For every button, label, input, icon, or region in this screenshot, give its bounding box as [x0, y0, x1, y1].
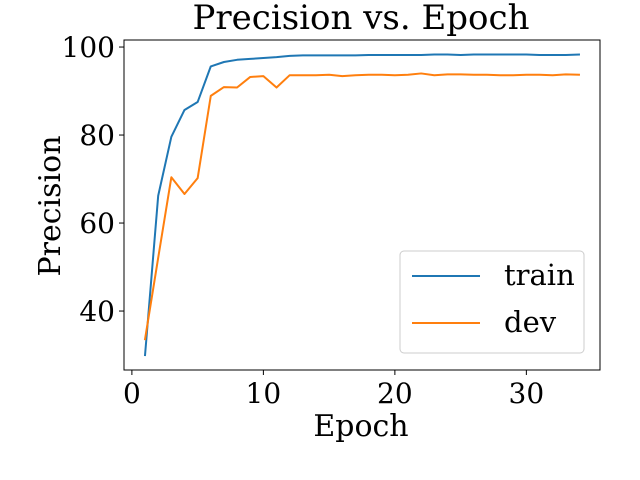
series-line-dev	[143, 72, 580, 341]
y-tick-label-80: 80	[79, 119, 115, 152]
legend: train dev	[399, 250, 585, 354]
plot-area: 0 10 20 30 40 60 80 100	[62, 31, 601, 410]
y-tick-label-100: 100	[62, 31, 115, 64]
x-tick-label-20: 20	[377, 377, 413, 410]
axes-frame	[123, 39, 601, 371]
legend-label-train: train	[504, 258, 575, 292]
x-tick-label-0: 0	[123, 377, 141, 410]
x-tick-label-30: 30	[509, 377, 545, 410]
series-line-train	[143, 53, 580, 357]
legend-label-dev: dev	[504, 305, 557, 339]
chart-title: Precision vs. Epoch	[193, 0, 530, 38]
y-axis-label: Precision	[33, 135, 68, 276]
x-tick-label-10: 10	[246, 377, 282, 410]
y-tick-label-60: 60	[79, 207, 115, 240]
y-tick-label-40: 40	[79, 295, 115, 328]
x-axis-label: Epoch	[313, 409, 408, 444]
